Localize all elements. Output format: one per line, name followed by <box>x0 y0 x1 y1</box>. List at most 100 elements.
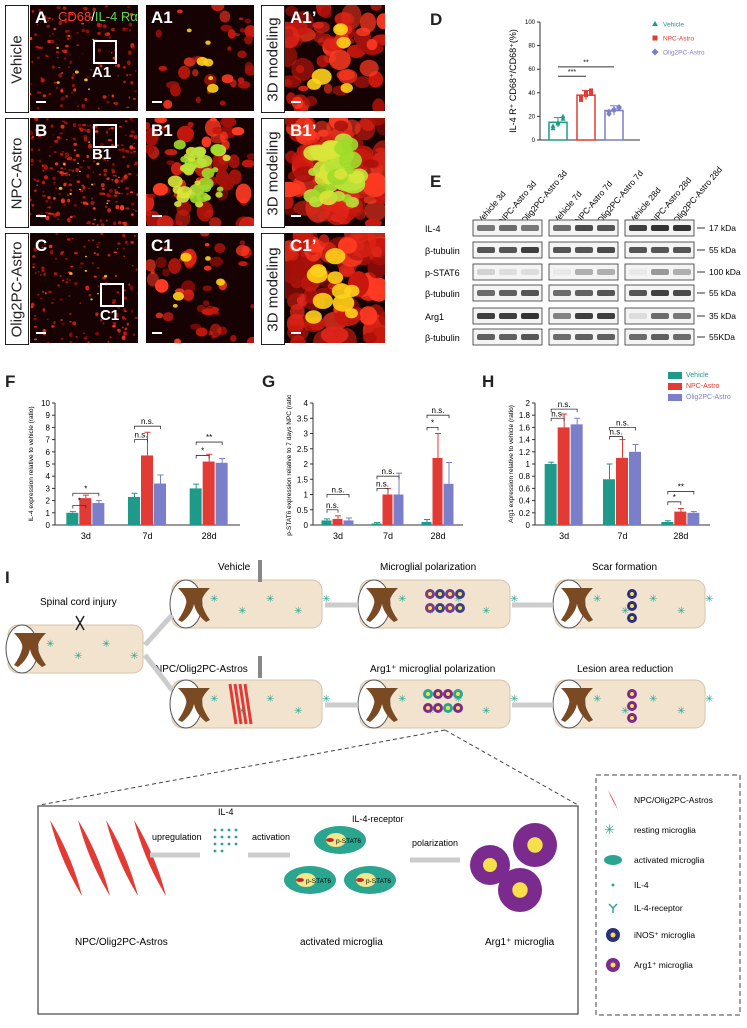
cell-blob <box>126 244 129 246</box>
colocalized-signal <box>201 168 215 179</box>
cell-blob <box>131 46 135 50</box>
scale-bar <box>291 215 301 217</box>
cell-blob <box>47 17 52 20</box>
arg1-microglia <box>433 703 443 713</box>
cell-blob <box>163 246 168 252</box>
y-tick-label: 1.5 <box>297 475 309 484</box>
cell-blob <box>55 43 58 46</box>
cell-blob <box>47 39 52 44</box>
cell-blob <box>111 94 114 98</box>
cell-blob <box>97 107 100 110</box>
bar <box>343 520 354 525</box>
cell-blob <box>61 150 65 153</box>
cell-blob <box>69 321 72 323</box>
cell-blob <box>170 84 181 97</box>
x-tick-label: 7d <box>617 531 627 541</box>
cell-nucleus <box>446 692 450 696</box>
cell-nucleus <box>448 606 452 610</box>
cell-blob <box>49 167 54 170</box>
cell-blob <box>113 221 117 226</box>
cell-blob <box>133 142 136 145</box>
blot-band <box>629 290 647 296</box>
data-point <box>560 116 566 121</box>
cell-blob <box>285 279 305 300</box>
cell-nucleus <box>448 592 452 596</box>
polarized-microglia <box>425 589 435 599</box>
cell-blob <box>73 142 78 146</box>
kda-label: 100 kDa <box>709 267 741 277</box>
cell-blob <box>91 197 94 200</box>
cell-blob <box>132 208 135 211</box>
resting-microglia: ✳ <box>482 606 490 617</box>
blot-band <box>629 313 647 319</box>
cell-blob <box>59 298 63 301</box>
resting-microglia: ✳ <box>210 594 218 605</box>
cell-blob <box>57 284 61 287</box>
y-tick-label: 20 <box>528 114 535 120</box>
cell-blob <box>114 102 119 106</box>
cell-blob <box>36 24 39 26</box>
cell-blob <box>64 44 69 48</box>
sig-label: * <box>201 446 204 455</box>
cell-blob <box>95 157 98 160</box>
cell-blob <box>60 88 64 90</box>
cell-nucleus <box>630 592 634 596</box>
cell-blob <box>228 154 240 169</box>
blot-row-label: β-tubulin <box>425 333 460 343</box>
label-arg1-microglia: Arg1⁺ microglia <box>485 937 555 948</box>
cell-blob <box>338 69 358 84</box>
cell-blob <box>244 25 254 38</box>
cell-blob <box>60 104 64 108</box>
cell-blob <box>211 5 225 12</box>
micrograph-b1 <box>146 118 254 226</box>
bar <box>616 457 628 525</box>
bar <box>661 521 674 525</box>
data-point <box>611 106 617 113</box>
il4-dot <box>234 842 238 846</box>
cell-blob <box>54 139 59 143</box>
cell-blob <box>38 159 42 162</box>
blot-row-label: β-tubulin <box>425 246 460 256</box>
il4-dot <box>213 842 217 846</box>
cell-blob <box>195 96 201 104</box>
cell-blob <box>68 312 72 315</box>
il4-dot <box>227 842 231 846</box>
cell-blob <box>95 331 100 336</box>
label-b: B <box>35 121 48 140</box>
cell-blob <box>98 173 102 176</box>
cell-blob <box>80 262 84 265</box>
colocalized-signal <box>311 68 332 85</box>
sig-label: ** <box>678 482 684 491</box>
cell-blob <box>155 312 164 319</box>
colocalized-signal <box>181 162 196 174</box>
cell-blob <box>294 118 315 139</box>
cell-blob <box>285 195 294 210</box>
cell-blob <box>41 266 45 271</box>
cell-blob <box>108 128 111 130</box>
y-tick-label: 2.5 <box>297 445 309 454</box>
cell-blob <box>117 328 121 333</box>
cell-blob <box>366 38 378 51</box>
cell-blob <box>178 65 191 80</box>
blot-band <box>597 313 615 319</box>
cell-blob <box>68 332 73 337</box>
cell-blob <box>117 63 121 68</box>
cell-blob <box>72 122 77 128</box>
cell-blob <box>69 188 73 192</box>
cell-blob <box>364 218 382 226</box>
cell-blob <box>67 13 70 15</box>
bar <box>629 451 641 525</box>
blot-frame <box>624 263 695 281</box>
cell-blob <box>92 239 95 241</box>
cell-blob <box>76 180 81 183</box>
microglia-nucleus <box>483 858 497 872</box>
cell-blob <box>88 187 91 189</box>
cell-blob <box>127 172 132 175</box>
cell-blob <box>91 222 95 225</box>
cell-blob <box>195 327 208 337</box>
cell-blob <box>112 298 117 303</box>
scale-bar <box>36 332 46 334</box>
colocalized-signal <box>69 272 73 275</box>
cell-blob <box>114 188 117 192</box>
cell-blob <box>32 178 36 180</box>
